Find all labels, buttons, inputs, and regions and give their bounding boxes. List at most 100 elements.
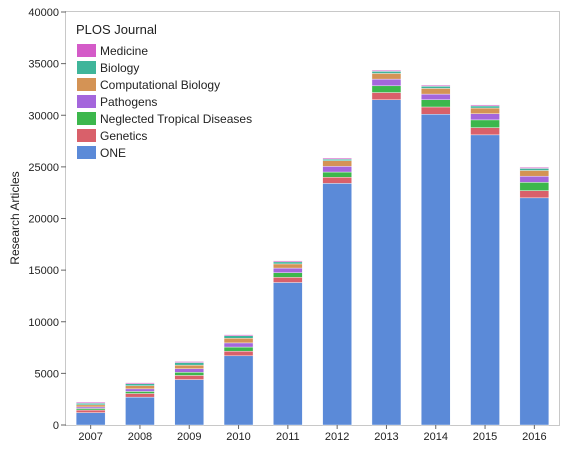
legend-label-medicine: Medicine — [100, 44, 148, 58]
bar-segment-medicine — [174, 361, 204, 363]
x-tick-label: 2015 — [473, 431, 497, 443]
legend-swatch-computational-biology — [77, 78, 96, 91]
bar-segment-medicine — [371, 70, 402, 72]
bar-segment-genetics — [75, 409, 106, 413]
x-tick-label: 2009 — [177, 431, 201, 443]
bar-segment-pathogens — [322, 166, 352, 173]
bar-segment-genetics — [470, 127, 500, 136]
bar-segment-neglected-tropical-diseases — [470, 119, 500, 128]
bar-segment-computational-biology — [421, 88, 451, 95]
bar-segment-medicine — [519, 167, 550, 169]
x-tick-label: 2013 — [374, 431, 398, 443]
legend-swatch-neglected-tropical-diseases — [77, 112, 96, 125]
y-tick-label: 30000 — [28, 110, 59, 122]
y-axis: 0 5000 10000 15000 20000 25000 30000 35000 40000 — [28, 7, 66, 432]
y-tick-label: 10000 — [28, 317, 59, 329]
bar-segment-genetics — [174, 375, 204, 380]
legend: PLOS Journal Medicine Biology Computationa… — [76, 22, 252, 160]
legend-title: PLOS Journal — [76, 22, 157, 37]
bar-segment-pathogens — [125, 388, 155, 392]
legend-swatch-pathogens — [77, 95, 96, 108]
legend-label-neglected-tropical-diseases: Neglected Tropical Diseases — [100, 112, 252, 126]
bar-segment-pathogens — [75, 406, 106, 409]
x-tick-label: 2010 — [226, 431, 250, 443]
bar-segment-medicine — [322, 157, 352, 160]
x-tick-label: 2008 — [128, 431, 152, 443]
bar-segment-biology — [371, 71, 402, 74]
bar-segment-computational-biology — [125, 385, 155, 390]
bars-layer — [75, 70, 550, 426]
legend-swatch-genetics — [77, 129, 96, 142]
bar-segment-neglected-tropical-diseases — [519, 182, 550, 191]
bar-segment-genetics — [421, 106, 451, 115]
bar-segment-genetics — [125, 393, 155, 398]
bar-segment-biology — [273, 261, 303, 265]
bar-segment-one — [75, 412, 106, 426]
bar-segment-computational-biology — [519, 170, 550, 177]
bar-segment-pathogens — [223, 342, 254, 348]
bar-segment-medicine — [75, 402, 106, 404]
bar-segment-genetics — [273, 277, 303, 283]
x-tick-label: 2014 — [424, 431, 448, 443]
bar-segment-biology — [75, 403, 106, 406]
bar-segment-computational-biology — [371, 73, 402, 80]
bar-segment-neglected-tropical-diseases — [125, 391, 155, 394]
bar-segment-computational-biology — [223, 338, 254, 344]
legend-label-genetics: Genetics — [100, 129, 147, 143]
bar-segment-one — [273, 282, 303, 426]
bar-segment-computational-biology — [273, 263, 303, 269]
x-tick-label: 2007 — [78, 431, 102, 443]
bar-segment-neglected-tropical-diseases — [174, 372, 204, 376]
bar-segment-one — [519, 197, 550, 426]
bar-segment-neglected-tropical-diseases — [371, 85, 402, 93]
legend-swatch-medicine — [77, 44, 96, 57]
bar-segment-biology — [174, 362, 204, 366]
bar-segment-medicine — [421, 85, 451, 87]
x-axis: 2007 2008 2009 2010 2011 2012 2013 2014 2015 2016 — [78, 425, 547, 443]
bar-segment-computational-biology — [470, 107, 500, 114]
bar-segment-genetics — [223, 350, 254, 357]
bar-segment-one — [421, 114, 451, 426]
bar-segment-genetics — [322, 176, 352, 184]
bar-segment-medicine — [223, 334, 254, 336]
bar-segment-one — [174, 379, 204, 426]
bar-segment-neglected-tropical-diseases — [223, 346, 254, 352]
legend-label-pathogens: Pathogens — [100, 95, 157, 109]
legend-swatch-one — [77, 146, 96, 159]
bar-segment-one — [371, 99, 402, 426]
bar-segment-computational-biology — [75, 404, 106, 408]
y-tick-label: 15000 — [28, 265, 59, 277]
bar-segment-genetics — [371, 92, 402, 100]
legend-label-computational-biology: Computational Biology — [100, 78, 220, 92]
y-tick-label: 5000 — [35, 368, 59, 380]
bar-segment-pathogens — [371, 78, 402, 87]
bar-segment-neglected-tropical-diseases — [273, 272, 303, 278]
bar-segment-pathogens — [273, 267, 303, 273]
bar-segment-computational-biology — [174, 364, 204, 369]
legend-label-one: ONE — [100, 146, 126, 160]
bar-segment-one — [125, 396, 155, 426]
legend-swatch-biology — [77, 61, 96, 74]
bar-segment-biology — [421, 86, 451, 89]
bar-segment-one — [223, 355, 254, 426]
bar-segment-one — [322, 183, 352, 426]
y-tick-label: 25000 — [28, 162, 59, 174]
y-tick-label: 35000 — [28, 59, 59, 71]
bar-segment-computational-biology — [322, 160, 352, 167]
bar-segment-neglected-tropical-diseases — [421, 99, 451, 108]
legend-label-biology: Biology — [100, 61, 139, 75]
bar-segment-medicine — [125, 382, 155, 384]
bar-segment-one — [470, 134, 500, 426]
bar-segment-pathogens — [174, 368, 204, 373]
y-axis-title: Research Articles — [8, 171, 22, 264]
y-tick-label: 0 — [53, 420, 59, 432]
bar-segment-biology — [519, 168, 550, 171]
bar-segment-genetics — [519, 190, 550, 199]
bar-segment-pathogens — [470, 113, 500, 121]
bar-segment-biology — [223, 335, 254, 339]
bar-segment-medicine — [470, 104, 500, 107]
bar-segment-neglected-tropical-diseases — [322, 171, 352, 178]
bar-segment-medicine — [273, 260, 303, 263]
bar-segment-pathogens — [421, 93, 451, 100]
